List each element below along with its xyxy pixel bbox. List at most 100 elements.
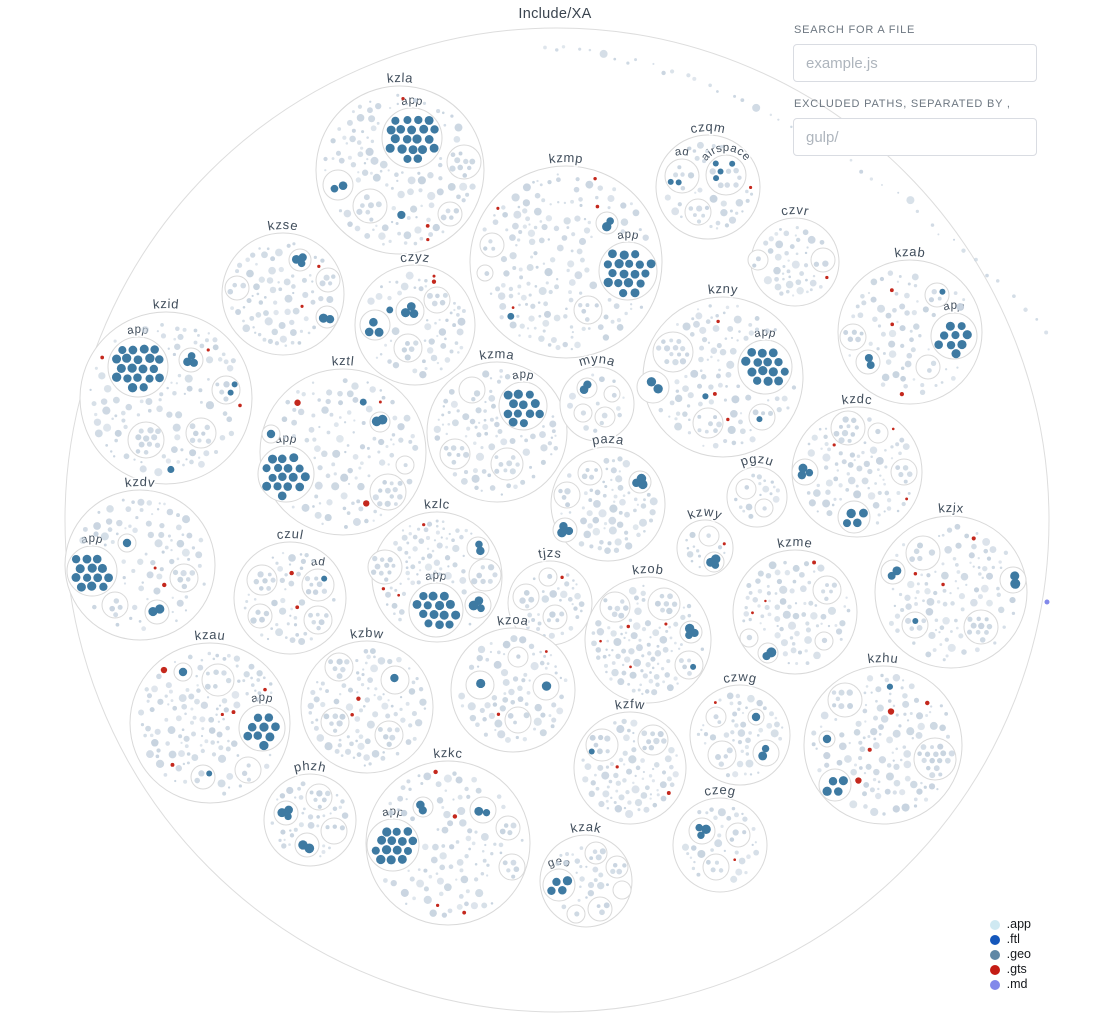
- group-kzwy: kzwy: [676, 502, 734, 577]
- excluded-paths-label: EXCLUDED PATHS, SEPARATED BY ,: [794, 98, 1011, 110]
- subgroup: [498, 853, 526, 881]
- subgroup: [553, 481, 581, 509]
- subgroup: [855, 349, 881, 375]
- subgroup: [612, 880, 632, 900]
- subgroup: [735, 478, 757, 500]
- subgroup: [573, 403, 593, 423]
- subgroup: [637, 724, 669, 756]
- subgroup-geo: geo: [542, 855, 576, 902]
- group-label: kzoa: [496, 612, 530, 629]
- subgroup: [359, 309, 391, 341]
- group-myna: myna: [559, 349, 635, 442]
- subgroup: [101, 591, 129, 619]
- legend-label: .geo: [1006, 947, 1031, 961]
- group-label: kzdv: [124, 474, 156, 490]
- subgroup: [303, 605, 333, 635]
- subgroup: [963, 609, 999, 645]
- group-label: kztl: [331, 353, 355, 369]
- subgroup: [890, 458, 918, 486]
- subgroup: [504, 706, 532, 734]
- subgroup: [814, 631, 834, 651]
- group-label: kzla: [386, 70, 414, 86]
- group-kzoa: kzoa: [450, 610, 576, 753]
- subgroup: [465, 670, 495, 700]
- subgroup-label: app: [80, 533, 104, 546]
- group-kzdc: kzdc: [791, 389, 923, 538]
- group-label: kzbw: [349, 625, 385, 642]
- group-label: pgzu: [738, 451, 776, 469]
- group-kzhu: kzhu: [803, 648, 963, 825]
- subgroup: [395, 455, 415, 475]
- subgroup: [507, 646, 529, 668]
- subgroup: [830, 410, 866, 446]
- legend-swatch-icon: [989, 934, 1000, 945]
- subgroup: [576, 377, 598, 399]
- group-label: kzjx: [937, 500, 964, 516]
- subgroup: [552, 517, 578, 543]
- group-label: kzob: [631, 561, 665, 578]
- subgroup: [725, 822, 751, 848]
- group-kzak: kzak geo: [539, 817, 633, 928]
- subgroup-ad: ad: [664, 144, 700, 194]
- subgroup: [476, 264, 494, 282]
- group-label: kzkc: [432, 745, 463, 761]
- subgroup: [464, 591, 492, 619]
- subgroup: [542, 604, 568, 630]
- subgroup: [495, 815, 521, 841]
- subgroup: [369, 411, 391, 433]
- subgroup: [532, 673, 560, 701]
- subgroup: [479, 232, 505, 258]
- subgroup: [748, 403, 776, 431]
- subgroup: [324, 652, 354, 682]
- search-input[interactable]: [793, 44, 1037, 82]
- subgroup: [999, 566, 1027, 594]
- group-label: kzhu: [867, 650, 900, 666]
- subgroup: [234, 756, 262, 784]
- group-kzma: kzma app: [426, 344, 568, 503]
- group-kzmp: kzmp app: [469, 148, 663, 359]
- excluded-paths-input[interactable]: [793, 118, 1037, 156]
- group-label: kzak: [569, 819, 603, 836]
- group-pgzu: pgzu: [726, 449, 788, 528]
- subgroup: [437, 201, 463, 227]
- subgroup: [573, 295, 603, 325]
- subgroup: [352, 188, 388, 224]
- group-kzkc: kzkcapp: [365, 743, 531, 926]
- subgroup: [380, 665, 410, 695]
- group-label: kzny: [707, 281, 739, 297]
- subgroup: [747, 249, 769, 271]
- subgroup: [458, 376, 486, 404]
- subgroup: [566, 904, 586, 924]
- controls-panel: SEARCH FOR A FILE EXCLUDED PATHS, SEPARA…: [793, 24, 1039, 172]
- subgroup: [320, 707, 350, 737]
- subgroup: [439, 438, 471, 470]
- subgroup: [692, 407, 724, 439]
- subgroup-app: app: [238, 691, 286, 752]
- subgroup: [468, 558, 502, 592]
- group-label: kzau: [194, 627, 227, 643]
- subgroup: [698, 525, 720, 547]
- subgroup: [791, 458, 819, 486]
- subgroup: [595, 211, 619, 235]
- subgroup-label: app: [424, 570, 448, 583]
- group-kzab: kzabapp: [837, 242, 983, 405]
- subgroup: [117, 533, 137, 553]
- subgroup: [369, 473, 407, 511]
- group-paza: paza: [550, 429, 666, 562]
- subgroup-app: app: [498, 368, 548, 431]
- subgroup: [315, 305, 339, 329]
- group-label: kzma: [478, 346, 516, 363]
- subgroup: [752, 739, 780, 767]
- subgroup: [647, 587, 681, 621]
- group-label: kzlc: [423, 496, 451, 512]
- subgroup: [201, 663, 235, 697]
- chart-title: Include/XA: [518, 6, 592, 22]
- group-kzse: kzse: [221, 215, 345, 356]
- subgroup: [144, 599, 170, 625]
- subgroup: [757, 642, 779, 664]
- subgroup-app: app: [107, 323, 169, 398]
- group-kzla: kzla app: [315, 68, 485, 255]
- subgroup: [674, 650, 704, 680]
- subgroup: [812, 575, 842, 605]
- group-label: phzh: [292, 758, 328, 775]
